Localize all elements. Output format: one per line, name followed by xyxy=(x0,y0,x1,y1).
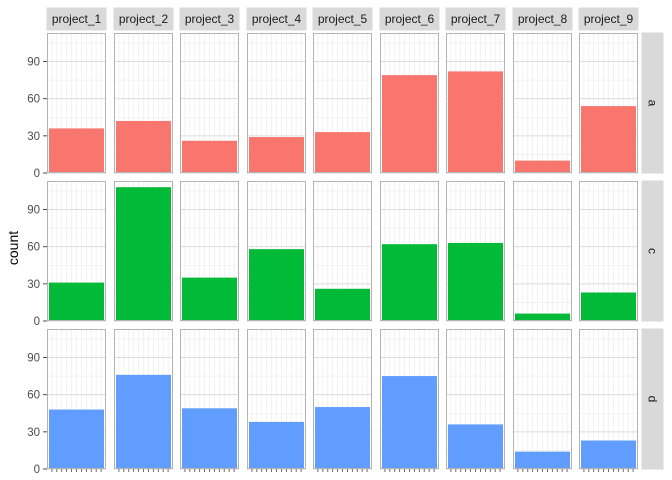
bar-d-project_2 xyxy=(116,374,171,469)
bar-a-project_9 xyxy=(581,106,636,173)
column-strip-project_8: project_8 xyxy=(512,7,573,31)
y-tick-label: 90 xyxy=(27,204,40,216)
column-strip-label: project_6 xyxy=(385,12,435,26)
column-strip-label: project_2 xyxy=(119,12,169,26)
y-axis-title: count xyxy=(5,231,21,265)
strip-layer: project_1 project_2 project_3 project_4 proj… xyxy=(46,7,664,470)
y-tick-label: 30 xyxy=(27,279,40,291)
row-strip-c: c xyxy=(641,180,664,322)
bar-a-project_7 xyxy=(448,71,503,173)
bar-d-project_1 xyxy=(49,409,104,469)
column-strip-label: project_5 xyxy=(318,12,368,26)
bar-a-project_3 xyxy=(182,140,237,173)
panel-a-project_3 xyxy=(180,33,239,174)
column-strip-label: project_1 xyxy=(52,12,102,26)
y-tick-label: 90 xyxy=(27,56,40,68)
row-strip-label: a xyxy=(646,100,660,107)
bar-c-project_4 xyxy=(249,249,304,321)
bar-d-project_4 xyxy=(249,421,304,469)
column-strip-label: project_7 xyxy=(451,12,501,26)
bar-a-project_8 xyxy=(515,160,570,173)
column-strip-label: project_3 xyxy=(185,12,235,26)
panel-a-project_7 xyxy=(446,33,505,174)
column-strip-project_9: project_9 xyxy=(578,7,639,31)
column-strip-project_3: project_3 xyxy=(179,7,240,31)
bar-c-project_7 xyxy=(448,242,503,321)
column-strip-project_1: project_1 xyxy=(46,7,107,31)
panel-a-project_4 xyxy=(247,33,306,174)
column-strip-project_7: project_7 xyxy=(445,7,506,31)
panel-d-project_2 xyxy=(114,329,173,472)
y-tick-label: 60 xyxy=(27,94,40,106)
bar-c-project_2 xyxy=(116,187,171,321)
panel-d-project_5 xyxy=(313,329,372,472)
y-tick-label: 60 xyxy=(27,242,40,254)
panel-d-project_6 xyxy=(380,329,439,472)
panel-c-project_6 xyxy=(380,181,439,322)
panel-d-project_7 xyxy=(446,329,505,472)
panel-a-project_6 xyxy=(380,33,439,174)
row-strip-a: a xyxy=(641,32,664,174)
panel-c-project_4 xyxy=(247,181,306,322)
bar-d-project_7 xyxy=(448,424,503,469)
y-tick-label: 0 xyxy=(34,316,40,328)
panel-a-project_8 xyxy=(513,33,572,174)
y-tick-label: 30 xyxy=(27,427,40,439)
panel-layer xyxy=(47,33,638,472)
bar-a-project_4 xyxy=(249,137,304,173)
bar-c-project_9 xyxy=(581,292,636,321)
panel-c-project_3 xyxy=(180,181,239,322)
column-strip-label: project_9 xyxy=(584,12,634,26)
row-strip-label: d xyxy=(646,396,660,403)
y-tick-label: 60 xyxy=(27,390,40,402)
bar-d-project_6 xyxy=(382,376,437,469)
panel-a-project_9 xyxy=(579,33,638,174)
bar-c-project_8 xyxy=(515,313,570,321)
panel-a-project_5 xyxy=(313,33,372,174)
bar-c-project_1 xyxy=(49,282,104,321)
y-tick-label: 0 xyxy=(34,464,40,476)
bar-d-project_8 xyxy=(515,451,570,469)
row-strip-d: d xyxy=(641,328,664,470)
panel-d-project_8 xyxy=(513,329,572,472)
panel-c-project_5 xyxy=(313,181,372,322)
bar-a-project_5 xyxy=(315,132,370,173)
row-strip-label: c xyxy=(646,248,660,254)
bar-a-project_6 xyxy=(382,75,437,173)
panel-d-project_9 xyxy=(579,329,638,472)
bar-d-project_9 xyxy=(581,440,636,469)
y-tick-label: 90 xyxy=(27,352,40,364)
column-strip-label: project_4 xyxy=(252,12,302,26)
bar-c-project_6 xyxy=(382,244,437,321)
bar-c-project_5 xyxy=(315,288,370,321)
panel-c-project_2 xyxy=(114,181,173,322)
panel-c-project_9 xyxy=(579,181,638,322)
bar-c-project_3 xyxy=(182,277,237,321)
panel-d-project_4 xyxy=(247,329,306,472)
column-strip-project_2: project_2 xyxy=(113,7,174,31)
bar-d-project_3 xyxy=(182,408,237,469)
panel-d-project_1 xyxy=(47,329,106,472)
bar-a-project_2 xyxy=(116,120,171,173)
column-strip-project_4: project_4 xyxy=(246,7,307,31)
panel-d-project_3 xyxy=(180,329,239,472)
y-tick-label: 0 xyxy=(34,168,40,180)
panel-a-project_1 xyxy=(47,33,106,174)
column-strip-project_5: project_5 xyxy=(312,7,373,31)
panel-a-project_2 xyxy=(114,33,173,174)
panel-c-project_7 xyxy=(446,181,505,322)
column-strip-label: project_8 xyxy=(518,12,568,26)
column-strip-project_6: project_6 xyxy=(379,7,440,31)
bar-d-project_5 xyxy=(315,407,370,469)
bar-a-project_1 xyxy=(49,128,104,173)
panel-c-project_8 xyxy=(513,181,572,322)
y-tick-label: 30 xyxy=(27,131,40,143)
y-axis-layer: 0 30 60 90 0 30 60 90 0 30 60 90 xyxy=(27,56,47,476)
panel-c-project_1 xyxy=(47,181,106,322)
